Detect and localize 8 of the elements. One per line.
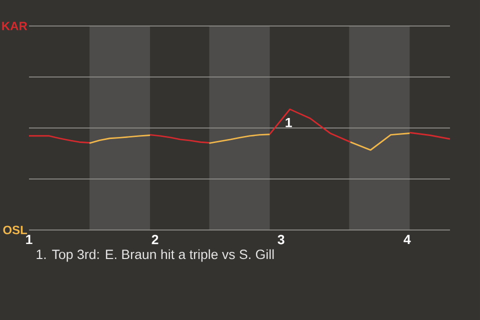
x-tick-label: 3 [278,234,284,244]
x-tick-label: 4 [404,234,411,244]
annotation: 1 [286,118,292,128]
x-tick-label: 2 [152,234,158,244]
text: KAR [2,22,28,30]
text: OSL [3,226,28,234]
text: 1. Top 3rd: E. Braun hit a triple vs S. Gill [36,249,274,262]
x-tick-label: 1 [26,234,32,244]
